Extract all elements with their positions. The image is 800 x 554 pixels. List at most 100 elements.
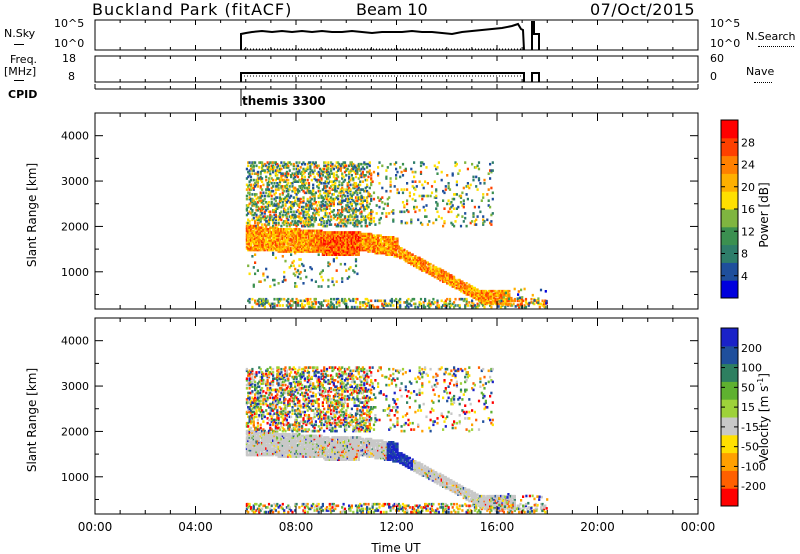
power-cell <box>448 302 452 306</box>
power-cell <box>266 161 269 164</box>
power-cell <box>317 234 320 237</box>
power-cell <box>323 239 326 242</box>
velocity-cell <box>267 391 271 395</box>
power-cell <box>277 223 280 226</box>
power-cell <box>314 216 317 220</box>
power-cell <box>343 262 347 266</box>
power-cell <box>314 191 317 195</box>
power-cell <box>400 247 403 250</box>
power-cell <box>248 272 251 276</box>
power-cell <box>254 220 257 223</box>
power-cell <box>418 266 421 269</box>
velocity-cell <box>259 367 262 371</box>
power-cell <box>342 239 345 242</box>
power-cell <box>490 170 493 174</box>
power-cell <box>341 299 344 303</box>
velocity-cell <box>247 436 250 439</box>
power-cell <box>306 197 309 201</box>
power-cell <box>302 196 305 199</box>
velocity-cell <box>277 383 280 387</box>
power-cell <box>472 175 475 179</box>
power-cell <box>263 248 266 252</box>
power-cell <box>301 178 304 182</box>
power-cell <box>255 215 258 218</box>
power-cell <box>507 294 510 297</box>
power-cell <box>334 186 337 190</box>
power-cell <box>327 248 330 252</box>
power-cell <box>480 294 483 298</box>
power-cell <box>337 245 340 249</box>
power-cell <box>290 304 293 307</box>
power-cell <box>290 234 293 237</box>
power-cell <box>335 231 338 234</box>
velocity-cell <box>267 445 271 449</box>
power-cell <box>341 247 344 250</box>
power-cell <box>498 294 501 298</box>
power-cell <box>350 232 353 236</box>
velocity-cell <box>261 444 264 447</box>
power-cell <box>270 226 273 229</box>
velocity-cell <box>259 431 262 434</box>
power-cell <box>298 229 301 233</box>
power-cell <box>368 248 371 252</box>
power-cell <box>323 182 326 185</box>
power-cell <box>306 162 309 166</box>
power-cell <box>274 221 277 225</box>
power-cell <box>375 243 378 247</box>
power-cell <box>306 239 309 242</box>
power-cell <box>341 245 344 249</box>
power-cell <box>363 167 366 171</box>
power-cell <box>426 223 429 226</box>
velocity-cell <box>261 452 264 455</box>
power-cell <box>356 209 359 212</box>
power-cell <box>343 253 347 256</box>
power-cell <box>477 177 481 180</box>
power-cell <box>370 177 373 180</box>
power-cell <box>317 229 320 233</box>
power-cell <box>292 213 295 217</box>
power-cell <box>352 221 355 225</box>
power-cell <box>357 162 360 166</box>
velocity-cell <box>269 391 272 395</box>
power-cell <box>320 248 323 252</box>
power-cell <box>303 236 306 239</box>
power-cell <box>325 253 329 256</box>
velocity-cell <box>249 421 253 425</box>
power-cell <box>313 218 316 222</box>
power-cell <box>255 204 258 207</box>
power-cell <box>491 293 494 296</box>
power-cell <box>395 161 398 164</box>
velocity-cell <box>265 436 268 439</box>
power-cell <box>339 199 342 202</box>
power-cell <box>281 245 284 249</box>
power-cell <box>247 234 250 237</box>
power-cell <box>334 215 337 218</box>
power-cell <box>526 302 529 306</box>
power-cell <box>280 240 283 244</box>
power-cell <box>381 196 384 199</box>
power-cell <box>349 213 352 217</box>
power-cell <box>252 234 255 237</box>
velocity-cell <box>262 452 265 455</box>
power-cell <box>386 166 389 169</box>
power-cell <box>314 229 317 233</box>
power-cell <box>462 202 465 206</box>
power-cell <box>310 162 313 166</box>
power-cell <box>426 182 429 185</box>
velocity-cell <box>274 394 277 398</box>
power-cell <box>265 205 268 209</box>
power-cell <box>307 247 311 250</box>
power-cell <box>254 234 257 237</box>
power-cell <box>284 248 287 252</box>
power-cell <box>381 245 384 249</box>
power-cell <box>502 296 505 299</box>
power-cell <box>413 207 416 210</box>
velocity-cell <box>245 445 248 449</box>
power-cell <box>454 164 457 168</box>
power-cell <box>343 194 347 198</box>
power-cell <box>523 305 526 309</box>
power-cell <box>317 253 320 256</box>
power-cell <box>389 239 392 242</box>
power-cell <box>325 221 329 225</box>
power-cell <box>422 194 425 198</box>
